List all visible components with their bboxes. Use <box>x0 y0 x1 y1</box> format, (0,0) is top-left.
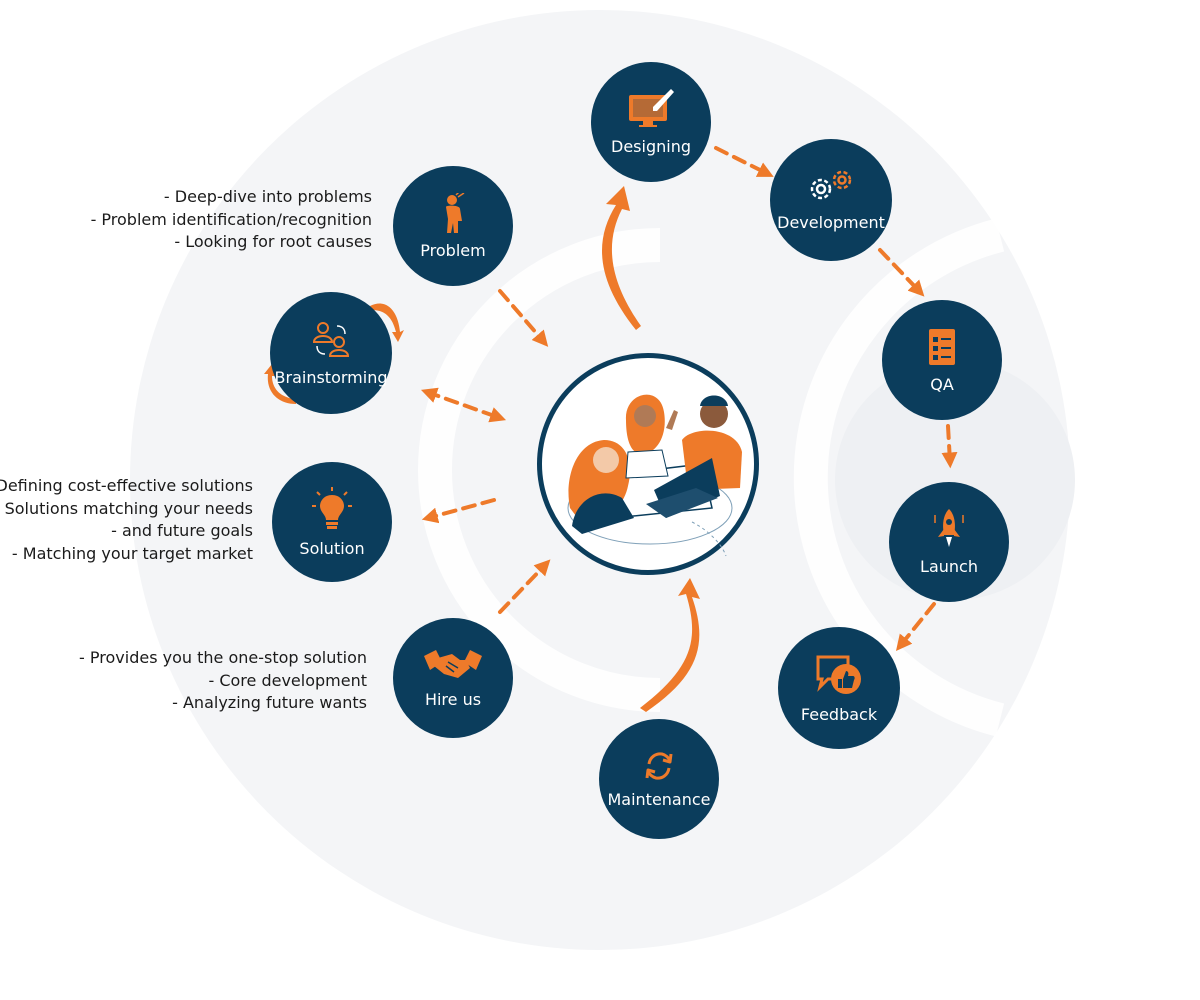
monitor-brush-icon <box>629 88 674 127</box>
stage-label: Designing <box>611 136 691 156</box>
stage-label: Solution <box>299 538 365 558</box>
stage-label: QA <box>930 374 954 394</box>
problem-notes: - Deep-dive into problems - Problem iden… <box>91 186 372 254</box>
note-line: - Solutions matching your needs <box>0 498 253 518</box>
stage-label: Problem <box>420 240 486 260</box>
stage-designing: Designing <box>591 62 711 182</box>
note-line: - and future goals <box>111 521 253 540</box>
swoosh-brainstorm-bottom <box>264 364 296 404</box>
arrow-hireus-to-center <box>498 559 551 614</box>
arrow-launch-to-feedback <box>895 602 936 651</box>
handshake-icon <box>424 649 482 678</box>
stage-launch: Launch <box>889 482 1009 602</box>
stage-label: Launch <box>920 556 978 576</box>
stage-label: Development <box>777 212 885 232</box>
stage-solution: Solution <box>272 462 392 582</box>
stage-label: Maintenance <box>607 789 711 809</box>
arrow-qa-to-launch <box>941 424 958 469</box>
stage-label: Feedback <box>800 704 878 724</box>
arrow-problem-to-center <box>498 289 549 347</box>
swoosh-center-to-designing <box>602 186 641 330</box>
stage-feedback: Feedback <box>778 627 900 749</box>
hire-us-notes: - Provides you the one-stop solution - C… <box>79 647 367 715</box>
arrow-brainstorming-center <box>420 387 507 423</box>
center-illustration-ring <box>537 353 759 575</box>
note-line: - Looking for root causes <box>174 232 372 251</box>
note-line: - Matching your target market <box>11 543 253 563</box>
person-thinking-icon <box>446 192 465 233</box>
stage-label: Brainstorming <box>274 367 388 387</box>
note-line: - Defining cost-effective solutions <box>0 476 253 495</box>
note-line: - Analyzing future wants <box>172 693 367 712</box>
note-line: - Core development <box>208 670 367 690</box>
team-collaboration-illustration <box>567 394 742 557</box>
rocket-icon <box>934 508 964 547</box>
people-exchange-icon <box>312 321 350 357</box>
note-line: - Problem identification/recognition <box>90 209 372 229</box>
swoosh-maintenance-to-center <box>640 578 700 712</box>
note-line: - Deep-dive into problems <box>163 187 372 206</box>
dashed-arrows <box>420 146 958 651</box>
stage-problem: Problem <box>393 166 513 286</box>
gears-icon <box>810 170 852 199</box>
arrow-designing-to-development <box>714 146 774 177</box>
stage-brainstorming: Brainstorming <box>270 292 392 414</box>
swoosh-arrows <box>264 186 700 712</box>
stage-maintenance: Maintenance <box>599 719 719 839</box>
swoosh-brainstorm-top <box>370 303 404 342</box>
stage-qa: QA <box>882 300 1002 420</box>
note-line: - Provides you the one-stop solution <box>79 648 367 667</box>
stage-development: Development <box>770 139 892 261</box>
arrow-center-to-solution <box>421 498 496 524</box>
chat-thumbs-up-icon <box>816 655 861 694</box>
solution-notes: - Defining cost-effective solutions - So… <box>0 475 253 565</box>
arrow-development-to-qa <box>878 248 925 297</box>
stage-label: Hire us <box>424 689 482 709</box>
stage-hire-us: Hire us <box>393 618 513 738</box>
refresh-icon <box>645 751 673 780</box>
checklist-icon <box>929 328 955 365</box>
lightbulb-icon <box>312 486 352 529</box>
